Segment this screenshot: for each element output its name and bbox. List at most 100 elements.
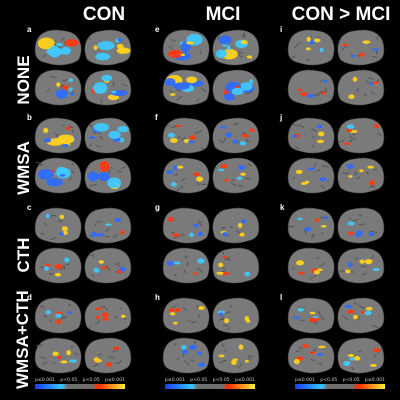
negative-cluster: [218, 312, 224, 317]
hemisphere-view: [162, 29, 210, 66]
sulcus: [356, 176, 361, 180]
sulcus: [50, 237, 57, 240]
sulcus: [196, 98, 199, 103]
hemisphere-view: [212, 29, 260, 66]
positive-cluster: [180, 53, 185, 57]
hemisphere-view: [34, 117, 82, 154]
sulcus: [113, 262, 120, 265]
colorbar-label: p<0.05: [342, 378, 360, 383]
sulcus: [239, 231, 242, 234]
negative-cluster: [238, 164, 245, 171]
sulcus: [98, 136, 104, 140]
positive-cluster: [224, 178, 230, 182]
sulcus: [49, 273, 54, 275]
sulcus: [117, 264, 121, 267]
positive-cluster: [37, 37, 55, 50]
negative-cluster: [368, 231, 375, 237]
hemisphere-surface: [337, 157, 385, 194]
sulcus: [194, 340, 197, 345]
negative-cluster: [304, 226, 312, 232]
sulcus: [182, 306, 188, 312]
positive-cluster: [309, 351, 316, 355]
negative-cluster: [316, 353, 324, 357]
positive-cluster: [347, 231, 354, 236]
sulcus: [41, 261, 44, 263]
sulcus: [100, 98, 103, 104]
panel-letter: a: [27, 25, 32, 34]
positive-cluster: [368, 180, 375, 186]
brain-panel: i: [280, 25, 389, 110]
cortex-surface-views: [34, 297, 132, 374]
sulcus: [221, 267, 226, 269]
row-title-none: NONE: [14, 55, 33, 105]
hemisphere-surface: [337, 207, 385, 244]
sulcus: [52, 361, 56, 365]
sulcus: [222, 251, 225, 255]
sulcus: [74, 352, 79, 356]
positive-cluster: [314, 218, 320, 222]
positive-cluster: [359, 52, 365, 57]
sulcus: [313, 322, 318, 325]
hemisphere-view: [84, 337, 132, 374]
positive-cluster: [218, 262, 224, 268]
positive-cluster: [305, 47, 311, 51]
sulcus: [69, 176, 73, 181]
sulcus: [174, 235, 181, 239]
positive-cluster: [359, 259, 365, 264]
sulcus: [95, 144, 102, 148]
sulcus: [113, 315, 118, 319]
sulcus: [89, 143, 92, 148]
hemisphere-view: [84, 117, 132, 154]
positive-cluster: [345, 269, 351, 274]
negative-cluster: [108, 130, 121, 139]
brain-panel: b: [27, 113, 136, 198]
negative-cluster: [97, 233, 105, 237]
negative-cluster: [297, 217, 303, 221]
negative-cluster: [37, 169, 54, 180]
sulcus: [360, 265, 367, 268]
positive-cluster: [309, 317, 316, 323]
negative-cluster: [239, 141, 247, 146]
cortex-surface-views: [34, 207, 132, 284]
sulcus: [175, 89, 182, 93]
sulcus: [310, 358, 315, 362]
negative-cluster: [117, 125, 129, 133]
positive-cluster: [239, 232, 245, 237]
sulcus: [61, 84, 64, 87]
negative-cluster: [89, 136, 96, 140]
hemisphere-surface: [84, 337, 132, 374]
negative-cluster: [55, 89, 68, 99]
hemisphere-view: [337, 297, 385, 334]
brain-panel: a: [27, 25, 136, 110]
positive-cluster: [175, 307, 181, 313]
sulcus: [110, 166, 114, 169]
sulcus: [363, 92, 368, 97]
positive-cluster: [346, 309, 355, 314]
hemisphere-view: [287, 117, 335, 154]
positive-cluster: [120, 230, 125, 235]
positive-cluster: [169, 93, 176, 96]
sulcus: [303, 230, 307, 236]
negative-cluster: [197, 351, 202, 356]
negative-cluster: [347, 221, 355, 226]
sulcus: [61, 37, 65, 42]
positive-cluster: [218, 354, 225, 358]
sulcus: [342, 172, 349, 175]
positive-cluster: [222, 255, 228, 259]
sulcus: [94, 319, 101, 324]
positive-cluster: [94, 315, 100, 320]
sulcus: [176, 96, 183, 102]
negative-cluster: [223, 93, 235, 101]
hemisphere-view: [212, 157, 260, 194]
positive-cluster: [372, 348, 381, 353]
sulcus: [199, 51, 202, 55]
negative-cluster: [172, 82, 190, 90]
sulcus: [104, 235, 110, 239]
hemisphere-view: [34, 157, 82, 194]
colorbar-label: p<0.05: [60, 378, 78, 383]
hemisphere-surface: [337, 29, 385, 66]
positive-cluster: [116, 43, 124, 49]
hemisphere-surface: [287, 29, 335, 66]
positive-cluster: [52, 351, 59, 357]
sulcus: [187, 319, 194, 323]
